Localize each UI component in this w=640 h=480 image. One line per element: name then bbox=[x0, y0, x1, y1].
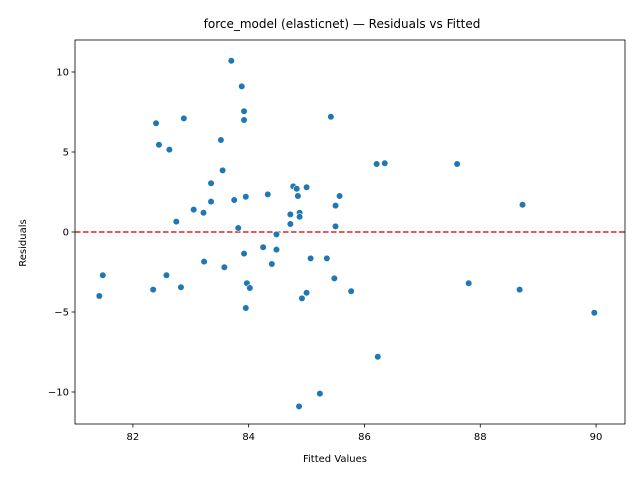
data-point-48 bbox=[465, 279, 473, 287]
data-point-45 bbox=[99, 271, 107, 279]
data-point-58 bbox=[242, 304, 250, 312]
data-point-61 bbox=[316, 390, 324, 398]
data-point-15 bbox=[293, 185, 301, 193]
data-point-39 bbox=[240, 250, 248, 258]
data-point-56 bbox=[95, 292, 103, 300]
x-axis-label: Fitted Values bbox=[303, 454, 367, 465]
data-point-22 bbox=[453, 160, 461, 168]
data-point-14 bbox=[302, 183, 311, 191]
data-point-5 bbox=[180, 114, 188, 122]
data-point-35 bbox=[234, 224, 242, 232]
data-point-51 bbox=[177, 283, 185, 291]
data-point-4 bbox=[240, 116, 248, 124]
data-point-34 bbox=[331, 222, 340, 230]
data-point-32 bbox=[172, 218, 180, 226]
y-tick-label--5: −5 bbox=[54, 308, 69, 319]
data-point-10 bbox=[165, 146, 173, 154]
data-point-27 bbox=[190, 206, 198, 214]
data-point-16 bbox=[264, 190, 272, 198]
chart-title: force_model (elasticnet) — Residuals vs … bbox=[204, 17, 481, 31]
data-point-62 bbox=[295, 402, 303, 411]
plot-area: 82 84 86 88 90 −10 −5 0 5 10 bbox=[48, 39, 626, 443]
data-point-8 bbox=[217, 136, 225, 144]
data-point-29 bbox=[286, 210, 294, 218]
data-point-43 bbox=[268, 260, 276, 268]
data-point-2 bbox=[238, 82, 246, 90]
data-point-25 bbox=[331, 202, 340, 210]
data-point-60 bbox=[374, 353, 382, 361]
x-tick-label-82: 82 bbox=[127, 432, 140, 443]
data-point-31 bbox=[296, 213, 304, 221]
data-point-44 bbox=[220, 263, 228, 271]
data-point-38 bbox=[272, 246, 281, 254]
y-tick-label--10: −10 bbox=[48, 388, 69, 399]
data-point-1 bbox=[227, 57, 235, 65]
data-point-52 bbox=[149, 286, 157, 294]
data-point-6 bbox=[152, 119, 160, 127]
y-tick-label-5: 5 bbox=[63, 148, 69, 159]
data-point-23 bbox=[207, 198, 215, 206]
data-point-47 bbox=[330, 274, 338, 283]
data-point-41 bbox=[323, 254, 331, 262]
data-point-24 bbox=[230, 196, 238, 204]
data-point-18 bbox=[335, 192, 344, 200]
data-point-42 bbox=[200, 258, 208, 266]
x-tick-label-88: 88 bbox=[474, 432, 487, 443]
axes-frame bbox=[74, 39, 626, 425]
data-point-20 bbox=[373, 160, 381, 168]
data-point-9 bbox=[155, 141, 163, 149]
data-point-26 bbox=[518, 201, 527, 209]
data-point-40 bbox=[307, 254, 315, 262]
data-point-37 bbox=[259, 243, 267, 251]
data-point-59 bbox=[590, 309, 598, 317]
data-point-54 bbox=[347, 287, 355, 295]
data-point-21 bbox=[381, 159, 389, 167]
data-point-3 bbox=[240, 107, 248, 115]
data-point-11 bbox=[219, 166, 227, 174]
y-tick-label-0: 0 bbox=[63, 228, 69, 239]
data-point-57 bbox=[298, 294, 306, 303]
data-point-36 bbox=[272, 230, 281, 238]
data-point-33 bbox=[286, 220, 294, 228]
data-point-12 bbox=[207, 179, 215, 187]
data-point-7 bbox=[327, 113, 335, 121]
data-point-17 bbox=[294, 192, 302, 200]
y-tick-label-10: 10 bbox=[56, 68, 69, 79]
data-point-19 bbox=[242, 193, 250, 201]
data-point-53 bbox=[516, 286, 524, 294]
data-point-50 bbox=[246, 284, 254, 292]
x-tick-label-86: 86 bbox=[358, 432, 371, 443]
data-point-55 bbox=[302, 289, 311, 297]
x-tick-label-84: 84 bbox=[242, 432, 255, 443]
y-axis-label: Residuals bbox=[18, 219, 29, 266]
data-point-28 bbox=[199, 209, 208, 217]
x-tick-label-90: 90 bbox=[590, 432, 603, 443]
data-point-46 bbox=[162, 271, 171, 279]
